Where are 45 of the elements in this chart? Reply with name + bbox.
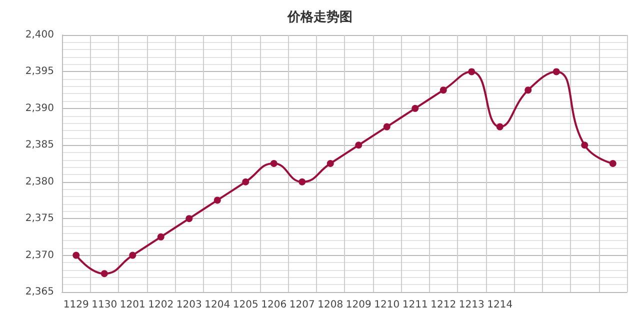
point <box>412 104 419 112</box>
x-tick-label: 1204 <box>204 300 230 310</box>
x-tick-label: 1206 <box>261 300 287 310</box>
x-tick-label: 1214 <box>487 300 513 310</box>
x-tick-label: 1213 <box>458 300 484 310</box>
point <box>298 178 306 186</box>
point <box>186 215 193 222</box>
point <box>157 233 164 240</box>
point <box>581 142 588 149</box>
x-tick-label: 1211 <box>402 300 428 310</box>
point <box>355 142 362 149</box>
point <box>72 252 80 259</box>
y-tick-label: 2,370 <box>25 250 54 261</box>
x-tick-label: 1209 <box>346 300 372 310</box>
point <box>609 160 616 167</box>
x-tick-label: 1212 <box>430 300 456 310</box>
x-tick-label: 1205 <box>232 300 258 310</box>
point <box>100 270 108 278</box>
point <box>242 178 250 186</box>
point <box>468 68 476 76</box>
point <box>214 196 221 204</box>
point <box>326 160 334 167</box>
x-tick-label: 1201 <box>120 300 146 310</box>
x-tick-label: 1130 <box>92 300 118 310</box>
x-tick-label: 1207 <box>289 300 315 310</box>
y-tick-label: 2,400 <box>25 30 54 40</box>
y-tick-label: 2,365 <box>25 286 54 298</box>
y-tick-label: 2,380 <box>25 176 54 188</box>
x-tick-label: 1203 <box>176 300 202 310</box>
y-tick-label: 2,395 <box>25 66 54 78</box>
x-tick-label: 1129 <box>63 300 89 310</box>
y-tick-label: 2,375 <box>25 213 54 224</box>
point <box>524 86 532 94</box>
point <box>129 252 136 259</box>
y-tick-label: 2,390 <box>25 102 54 114</box>
point <box>552 68 560 76</box>
x-tick-label: 1208 <box>318 300 344 310</box>
point <box>496 123 504 130</box>
point <box>270 160 278 167</box>
chart-title: 价格走势图 <box>286 9 352 25</box>
y-tick-label: 2,385 <box>25 140 54 151</box>
x-tick-label: 1210 <box>374 300 400 310</box>
point <box>440 86 447 94</box>
point <box>383 123 390 130</box>
x-tick-label: 1202 <box>148 300 174 310</box>
